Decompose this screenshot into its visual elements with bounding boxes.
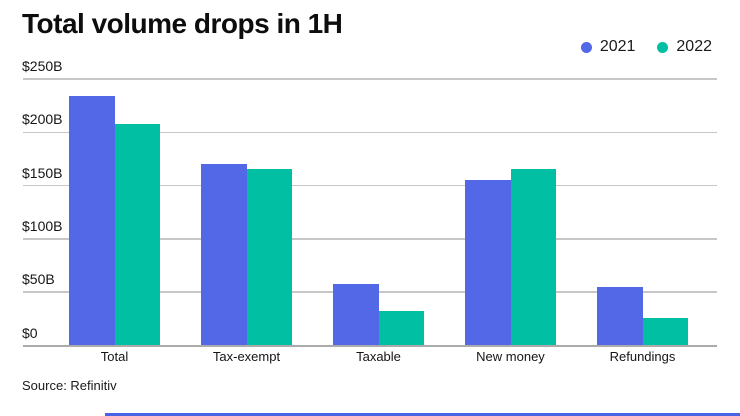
legend-label-2021: 2021 <box>599 38 636 55</box>
chart-title: Total volume drops in 1H <box>22 8 343 39</box>
y-tick-label-100: $100B <box>22 217 63 234</box>
bar-2022-refundings <box>642 317 688 346</box>
bar-2022-new-money <box>510 168 556 346</box>
legend-dot-2021-icon <box>580 41 592 53</box>
legend-item-2021: 2021 <box>580 38 636 56</box>
bar-2021-new-money <box>465 180 511 346</box>
legend: 2021 2022 <box>580 38 712 56</box>
bar-2021-refundings <box>597 286 643 346</box>
bar-2021-tax-exempt <box>201 164 247 346</box>
legend-dot-2022-icon <box>657 41 669 53</box>
legend-item-2022: 2022 <box>657 38 712 56</box>
bottom-accent-bar <box>105 413 740 416</box>
gridline-100 <box>23 238 717 240</box>
bar-2022-taxable <box>378 311 424 346</box>
y-tick-label-200: $200B <box>22 111 63 128</box>
y-tick-label-50: $50B <box>22 271 55 288</box>
x-axis-label-tax-exempt: Tax-exempt <box>212 349 281 364</box>
bar-2022-total <box>114 123 160 346</box>
y-tick-label-0: $0 <box>22 324 38 341</box>
x-axis-label-taxable: Taxable <box>356 349 401 364</box>
source-note: Source: Refinitiv <box>22 378 117 393</box>
bar-2022-tax-exempt <box>246 168 292 346</box>
bar-2021-total <box>69 96 115 346</box>
y-tick-label-250: $250B <box>22 58 63 74</box>
x-axis-label-total: Total <box>100 349 129 364</box>
gridline-150 <box>23 184 717 187</box>
x-axis-label-new-money: New money <box>476 349 545 364</box>
gridline-0 <box>23 344 717 347</box>
gridline-250 <box>23 78 717 80</box>
legend-label-2022: 2022 <box>676 38 712 55</box>
gridline-200 <box>23 131 717 134</box>
bar-2021-taxable <box>333 283 379 346</box>
y-tick-label-150: $150B <box>22 164 63 181</box>
x-axis-label-refundings: Refundings <box>609 349 676 364</box>
